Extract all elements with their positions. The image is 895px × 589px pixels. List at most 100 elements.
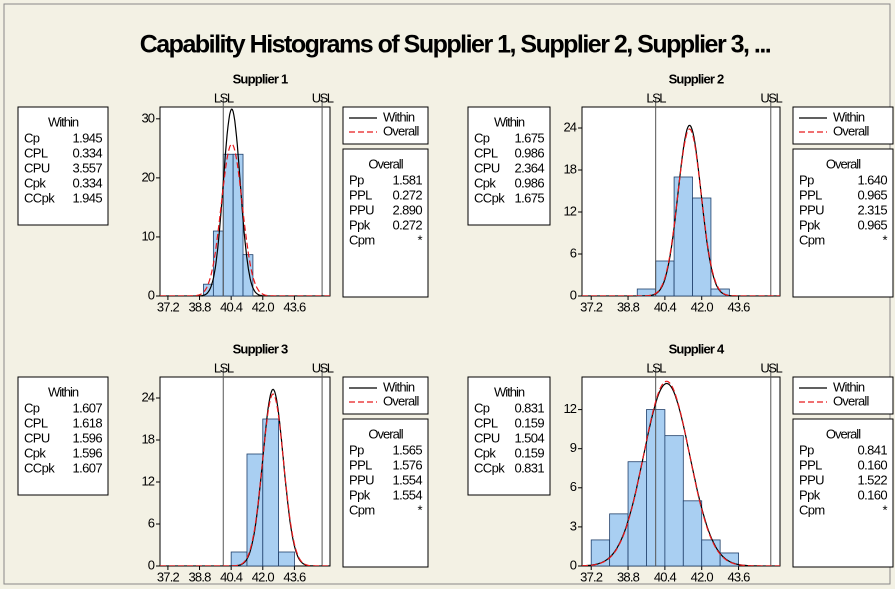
- fit-curve: [160, 143, 330, 296]
- bar: [590, 539, 611, 567]
- stats-label: CPU: [24, 430, 50, 445]
- stats-value: 0.986: [514, 175, 544, 190]
- x-tick-label: 40.4: [654, 299, 677, 314]
- stats-label: Cp: [474, 130, 490, 145]
- stats-box: [792, 418, 894, 568]
- x-tick-label: 38.8: [188, 299, 211, 314]
- x-tick-label: 37.2: [157, 569, 180, 584]
- x-tick-label: 42.0: [252, 569, 275, 584]
- fit-curve: [582, 124, 780, 296]
- bar: [664, 435, 684, 567]
- stats-value: 0.334: [72, 145, 102, 160]
- stats-label: Pp: [799, 442, 814, 457]
- panel: Supplier 4 0 3 6 9 12 37.2 38.8 40.4 42.0 43.6 LSL U…: [467, 341, 894, 584]
- spec-label: USL: [760, 90, 782, 105]
- stats-box: [342, 148, 429, 298]
- stats-value: 0.272: [392, 187, 422, 202]
- stats-label: Cpm: [799, 232, 825, 247]
- stats-label: Cpm: [349, 232, 375, 247]
- stats-value: 1.596: [72, 445, 102, 460]
- stats-value: 0.831: [514, 400, 544, 415]
- x-tick-label: 40.4: [220, 569, 243, 584]
- stats-label: CCpk: [24, 460, 55, 475]
- bar: [609, 513, 629, 567]
- stats-value: 0.159: [514, 445, 544, 460]
- stats-value: *: [883, 502, 888, 517]
- fit-curve: [582, 380, 780, 566]
- stats-label: PPU: [799, 202, 824, 217]
- stats-value: *: [418, 502, 423, 517]
- stats-value: 1.522: [857, 472, 887, 487]
- legend-label: Within: [833, 109, 865, 124]
- x-tick-label: 38.8: [617, 569, 640, 584]
- stats-label: CPL: [474, 145, 498, 160]
- stats-value: 1.640: [857, 172, 887, 187]
- stats-value: 1.565: [392, 442, 422, 457]
- stats-label: CPL: [24, 415, 48, 430]
- panel-title: Supplier 1: [233, 71, 288, 86]
- x-tick-label: 38.8: [617, 299, 640, 314]
- stats-value: 0.965: [857, 217, 887, 232]
- y-tick-label: 9: [570, 440, 577, 455]
- bar: [246, 453, 264, 567]
- y-tick-label: 6: [570, 245, 577, 260]
- stats-label: Pp: [349, 442, 364, 457]
- stats-value: 0.841: [857, 442, 887, 457]
- legend-label: Within: [383, 109, 415, 124]
- y-tick-label: 3: [570, 518, 577, 533]
- stats-title: Within: [48, 114, 79, 129]
- x-tick-label: 37.2: [157, 299, 180, 314]
- stats-label: Cpk: [24, 175, 46, 190]
- stats-value: 1.554: [392, 487, 422, 502]
- stats-value: 1.554: [392, 472, 422, 487]
- legend-label: Overall: [833, 123, 869, 138]
- stats-value: *: [418, 232, 423, 247]
- stats-title: Overall: [368, 156, 403, 171]
- stats-label: PPL: [799, 187, 822, 202]
- stats-label: Pp: [349, 172, 364, 187]
- stats-value: 0.159: [514, 415, 544, 430]
- stats-value: 1.504: [514, 430, 544, 445]
- y-tick-label: 24: [564, 119, 577, 134]
- stats-box: [467, 106, 551, 226]
- stats-box: [467, 376, 551, 496]
- stats-label: CPL: [474, 415, 498, 430]
- stats-label: CCpk: [474, 460, 505, 475]
- stats-label: CPU: [474, 430, 500, 445]
- panel: Supplier 3 0 6 12 18 24 37.2 38.8 40.4 42.0 43.6 LS…: [17, 341, 429, 584]
- stats-label: Cpm: [349, 502, 375, 517]
- spec-label: LSL: [214, 90, 234, 105]
- stats-value: 1.945: [72, 130, 102, 145]
- stats-label: Cp: [24, 400, 40, 415]
- x-tick-label: 42.0: [691, 569, 714, 584]
- legend-label: Within: [383, 379, 415, 394]
- stats-title: Within: [494, 114, 525, 129]
- y-tick-label: 10: [142, 228, 155, 243]
- stats-label: CCpk: [474, 190, 505, 205]
- stats-label: PPL: [349, 187, 372, 202]
- stats-label: PPU: [799, 472, 824, 487]
- x-tick-label: 43.6: [728, 569, 751, 584]
- x-tick-label: 40.4: [220, 299, 243, 314]
- x-tick-label: 43.6: [283, 569, 306, 584]
- stats-label: PPU: [349, 472, 374, 487]
- fit-curve: [160, 393, 330, 566]
- bar: [673, 176, 693, 297]
- stats-value: 1.607: [72, 400, 102, 415]
- stats-label: CCpk: [24, 190, 55, 205]
- stats-value: 0.986: [514, 145, 544, 160]
- stats-title: Overall: [368, 426, 403, 441]
- stats-value: 0.160: [857, 487, 887, 502]
- legend-label: Overall: [383, 123, 419, 138]
- legend-box: [792, 376, 894, 415]
- bar: [701, 539, 721, 567]
- stats-label: Cp: [24, 130, 40, 145]
- stats-label: Ppk: [799, 217, 821, 232]
- y-tick-label: 0: [570, 557, 577, 572]
- y-tick-label: 6: [148, 515, 155, 530]
- stats-value: 0.160: [857, 457, 887, 472]
- x-tick-label: 38.8: [188, 569, 211, 584]
- bar: [627, 461, 647, 567]
- stats-value: 1.945: [72, 190, 102, 205]
- stats-value: 1.607: [72, 460, 102, 475]
